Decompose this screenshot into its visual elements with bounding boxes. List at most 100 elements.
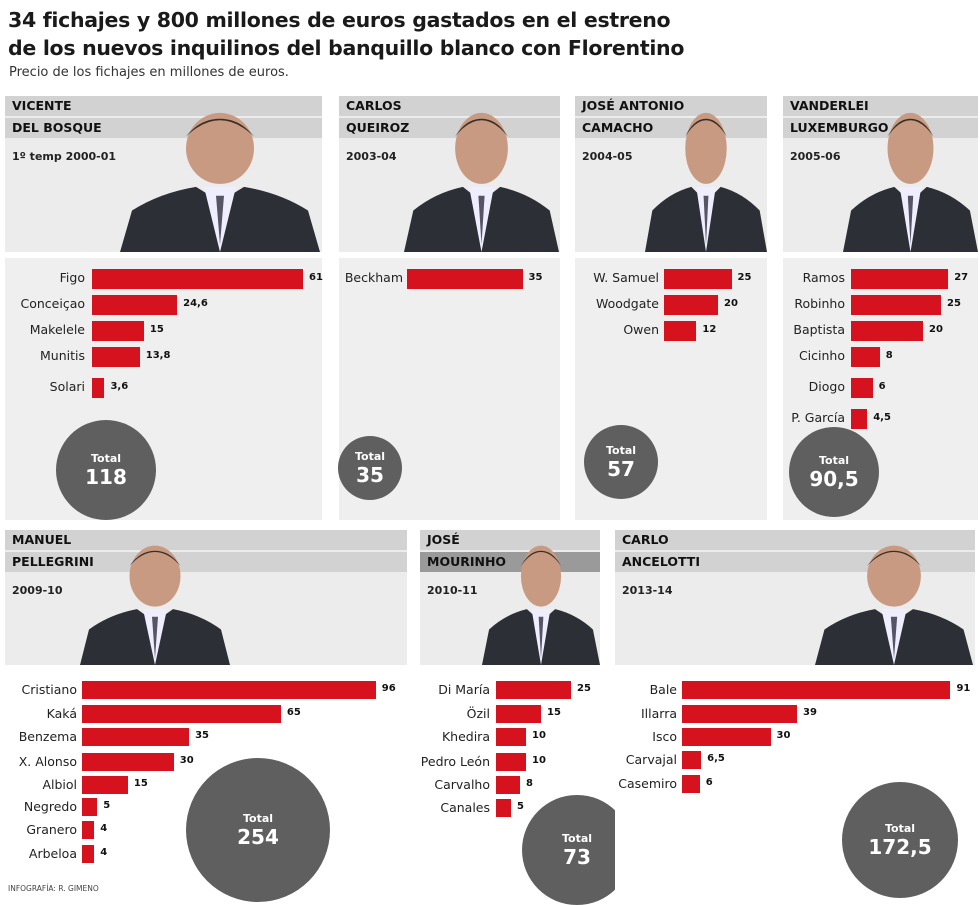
player-label: Khedira bbox=[441, 729, 490, 744]
coach-photo bbox=[404, 104, 559, 252]
value-label: 30 bbox=[776, 730, 791, 741]
player-label: Di María bbox=[438, 682, 490, 697]
bar bbox=[82, 776, 128, 794]
bar bbox=[82, 753, 174, 771]
bar bbox=[664, 321, 697, 341]
total-label: Total bbox=[90, 451, 122, 465]
total-label: Total bbox=[884, 821, 916, 835]
bar bbox=[682, 728, 771, 746]
total-value: 90,5 bbox=[809, 466, 859, 491]
total-circle: Total 118 bbox=[56, 420, 156, 520]
bar bbox=[82, 681, 376, 699]
total-value: 118 bbox=[85, 464, 127, 489]
value-label: 24,6 bbox=[183, 298, 208, 309]
bar bbox=[92, 347, 140, 367]
value-label: 4 bbox=[100, 823, 108, 834]
value-label: 30 bbox=[179, 755, 194, 766]
coach-header: CARLO ANCELOTTI 2013-14 bbox=[615, 530, 975, 665]
value-label: 20 bbox=[724, 298, 738, 309]
bar bbox=[92, 378, 105, 398]
total-circle: Total 73 bbox=[522, 795, 632, 905]
value-label: 65 bbox=[286, 707, 301, 718]
coach-name-line2: PELLEGRINI bbox=[5, 552, 407, 572]
bar bbox=[664, 269, 732, 289]
season-label: 2004-05 bbox=[582, 150, 633, 163]
bar bbox=[92, 269, 304, 289]
coach-photo bbox=[120, 104, 320, 252]
player-label: Owen bbox=[623, 322, 659, 337]
coach-header: JOSÉ ANTONIO CAMACHO 2004-05 bbox=[575, 96, 767, 252]
player-label: Baptista bbox=[793, 322, 845, 337]
player-label: Canales bbox=[440, 800, 490, 815]
bar bbox=[496, 728, 526, 746]
bar bbox=[851, 347, 880, 367]
coach-header: VICENTE DEL BOSQUE 1º temp 2000-01 bbox=[5, 96, 322, 252]
coach-panel: CARLO ANCELOTTI 2013-14 Bale 91 Illarra 39 Isco… bbox=[615, 530, 975, 904]
coach-panel: VICENTE DEL BOSQUE 1º temp 2000-01 Figo 61 Co… bbox=[5, 96, 323, 520]
bars-area: Beckham 35 bbox=[339, 258, 560, 520]
player-label: Conceiçao bbox=[20, 296, 85, 311]
coach-panel: VANDERLEI LUXEMBURGO 2005-06 Ramos 27 Robinho… bbox=[783, 96, 978, 520]
player-label: Cicinho bbox=[798, 348, 845, 363]
player-label: Kaká bbox=[46, 706, 77, 721]
player-label: Bale bbox=[649, 682, 677, 697]
value-label: 15 bbox=[149, 324, 164, 335]
player-label: Arbeloa bbox=[28, 846, 77, 861]
value-label: 13,8 bbox=[145, 350, 171, 361]
value-label: 6 bbox=[705, 777, 713, 788]
value-label: 20 bbox=[929, 324, 943, 335]
coach-panel: MANUEL PELLEGRINI 2009-10 Cristiano 96 Kaká 65… bbox=[5, 530, 407, 904]
player-label: Özil bbox=[466, 706, 490, 721]
bar bbox=[92, 321, 144, 341]
value-label: 6,5 bbox=[707, 753, 725, 764]
value-label: 25 bbox=[737, 272, 752, 283]
player-label: Benzema bbox=[18, 729, 77, 744]
coach-name-line1: VANDERLEI bbox=[783, 96, 978, 116]
bar bbox=[496, 776, 520, 794]
value-label: 35 bbox=[195, 730, 210, 741]
coach-photo bbox=[482, 538, 600, 665]
value-label: 10 bbox=[532, 730, 546, 741]
coach-panel: JOSÉ MOURINHO 2010-11 Di María 25 Özil 15 Khedi… bbox=[420, 530, 632, 905]
total-circle: Total 35 bbox=[338, 436, 402, 500]
player-label: Granero bbox=[26, 822, 77, 837]
coach-name-line1: CARLOS bbox=[339, 96, 560, 116]
value-label: 8 bbox=[526, 778, 533, 789]
season-label: 2005-06 bbox=[790, 150, 841, 163]
season-label: 1º temp 2000-01 bbox=[12, 150, 117, 163]
player-label: Makelele bbox=[29, 322, 85, 337]
bar bbox=[682, 705, 798, 723]
coach-header: CARLOS QUEIROZ 2003-04 bbox=[339, 96, 560, 252]
player-label: Albiol bbox=[42, 777, 77, 792]
coach-panel: CARLOS QUEIROZ 2003-04 Beckham 35 Total 35 bbox=[338, 96, 560, 520]
coach-photo bbox=[645, 104, 767, 252]
player-label: Beckham bbox=[344, 270, 403, 285]
player-label: Isco bbox=[652, 729, 677, 744]
player-label: Woodgate bbox=[595, 296, 659, 311]
value-label: 91 bbox=[956, 683, 971, 694]
total-label: Total bbox=[561, 831, 593, 845]
value-label: 96 bbox=[381, 683, 396, 694]
coach-header: MANUEL PELLEGRINI 2009-10 bbox=[5, 530, 407, 665]
bar bbox=[92, 295, 178, 315]
player-label: W. Samuel bbox=[593, 270, 659, 285]
value-label: 5 bbox=[517, 801, 524, 812]
season-label: 2013-14 bbox=[622, 584, 673, 597]
bar bbox=[851, 409, 868, 429]
bar bbox=[664, 295, 718, 315]
total-circle: Total 90,5 bbox=[789, 427, 879, 517]
coach-name-line1: CARLO bbox=[615, 530, 975, 550]
value-label: 3,6 bbox=[110, 381, 129, 392]
total-value: 73 bbox=[563, 844, 591, 869]
player-label: Solari bbox=[49, 379, 85, 394]
chart-title: 34 fichajes y 800 millones de euros gast… bbox=[8, 8, 685, 60]
player-label: Illarra bbox=[640, 706, 677, 721]
total-value: 35 bbox=[356, 462, 384, 487]
bar bbox=[496, 681, 571, 699]
bar bbox=[682, 751, 702, 769]
total-circle: Total 57 bbox=[584, 425, 658, 499]
value-label: 39 bbox=[803, 707, 817, 718]
value-label: 10 bbox=[532, 755, 546, 766]
coach-photo bbox=[815, 538, 973, 665]
value-label: 25 bbox=[577, 683, 591, 694]
